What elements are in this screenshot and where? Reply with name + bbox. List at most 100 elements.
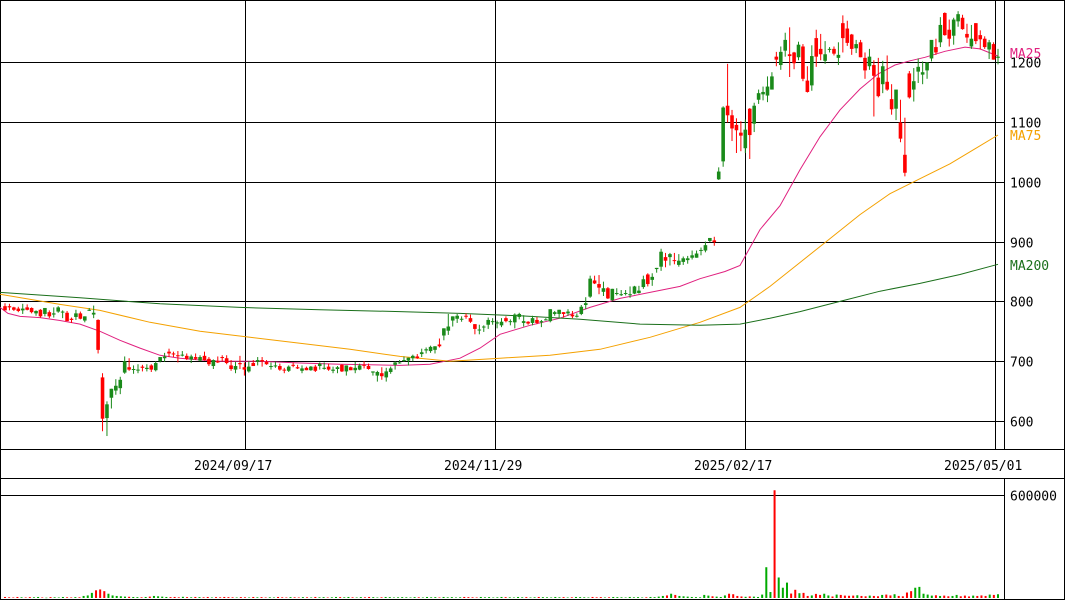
candle-body — [211, 360, 216, 367]
chart-grid — [0, 0, 1004, 496]
candle-body — [681, 258, 686, 262]
candle-body — [60, 311, 65, 313]
axis-labels: 600 700 800 900 1000 1100 1200 2024/09/17 2024/1… — [194, 47, 1057, 505]
candle-body — [477, 329, 482, 331]
candle-body — [331, 369, 335, 371]
volume-bar — [475, 597, 478, 598]
volume-bar — [496, 597, 499, 598]
candle-body — [645, 274, 650, 285]
volume-bar — [802, 592, 805, 598]
volume-bar — [926, 594, 929, 598]
volume-bar — [930, 595, 933, 598]
volume-bar — [587, 597, 590, 598]
volume-bar — [666, 595, 668, 598]
volume-bar — [32, 597, 35, 598]
volume-bar — [376, 597, 379, 598]
candle-body — [570, 314, 575, 317]
candle-body — [885, 81, 889, 90]
candle-body — [641, 279, 646, 288]
candle-body — [411, 355, 415, 359]
volume-bar — [471, 597, 474, 598]
volume-bar — [529, 597, 532, 598]
candle-body — [823, 54, 827, 61]
candle-body — [880, 66, 885, 85]
candle-body — [47, 312, 52, 317]
candle-body — [703, 245, 708, 251]
volume-bar — [997, 594, 999, 598]
volume-bar — [392, 597, 395, 598]
candle-body — [78, 313, 83, 319]
candle-body — [136, 369, 140, 371]
candle-body — [934, 47, 938, 53]
volume-bar — [860, 595, 863, 598]
volume-bar — [417, 597, 420, 598]
volume-bar — [397, 597, 400, 598]
volume-bar — [752, 596, 755, 598]
candle-body — [792, 52, 796, 64]
volume-bar — [988, 594, 991, 598]
volume-bar — [980, 595, 983, 598]
candle-body — [419, 352, 424, 355]
candle-body — [291, 364, 295, 366]
candle-body — [974, 23, 978, 42]
candle-body — [384, 371, 389, 378]
volume-bar — [521, 597, 524, 598]
volume-bar — [326, 597, 329, 598]
moving-average-line — [0, 134, 999, 362]
candle-body — [215, 361, 220, 363]
volume-bar — [732, 594, 735, 598]
candle-body — [238, 363, 242, 365]
candle-body — [592, 280, 597, 284]
candle-body — [38, 309, 43, 317]
candle-body — [583, 303, 588, 305]
volume-bar — [210, 597, 213, 598]
volume-bar — [881, 594, 884, 598]
candle-body — [845, 28, 850, 43]
candle-body — [455, 315, 459, 319]
candle-body — [956, 14, 960, 22]
candle-body — [756, 93, 761, 100]
candle-body — [255, 360, 260, 362]
volume-bar — [74, 597, 77, 598]
candle-body — [326, 366, 331, 370]
volume-bar — [413, 597, 416, 598]
volume-bar — [177, 597, 180, 598]
candle-body — [517, 313, 522, 317]
candlestick-series — [3, 11, 1000, 437]
volume-bar — [773, 490, 776, 598]
candle-body — [317, 363, 322, 367]
volume-bar — [78, 597, 81, 598]
price-tick-label: 1000 — [1010, 177, 1041, 192]
candle-body — [601, 288, 606, 292]
volume-bar — [136, 597, 139, 598]
volume-bar — [107, 593, 110, 598]
volume-bar — [769, 592, 772, 598]
volume-bar — [479, 596, 482, 598]
candle-body — [849, 34, 854, 49]
volume-bar — [599, 597, 602, 598]
volume-bar — [951, 595, 954, 598]
candle-body — [131, 369, 136, 371]
volume-bar — [430, 597, 433, 598]
candle-body — [951, 19, 956, 36]
volume-bar — [223, 596, 226, 598]
volume-bar — [310, 597, 313, 598]
volume-bar — [839, 594, 842, 598]
candle-body — [220, 357, 225, 359]
candle-body — [512, 314, 517, 323]
volume-bar — [517, 596, 520, 598]
candle-body — [632, 286, 637, 294]
volume-bar — [351, 597, 354, 598]
volume-bar — [831, 596, 834, 598]
volume-bar — [889, 595, 892, 598]
candle-body — [579, 306, 584, 314]
volume-bar — [694, 597, 697, 598]
candle-body — [508, 321, 513, 323]
candle-body — [854, 44, 858, 49]
volume-bar — [562, 597, 565, 598]
candle-body — [43, 307, 47, 314]
volume-bar — [301, 597, 304, 598]
volume-bar — [363, 597, 366, 598]
volume-bar — [467, 597, 470, 598]
volume-bar — [384, 596, 387, 598]
